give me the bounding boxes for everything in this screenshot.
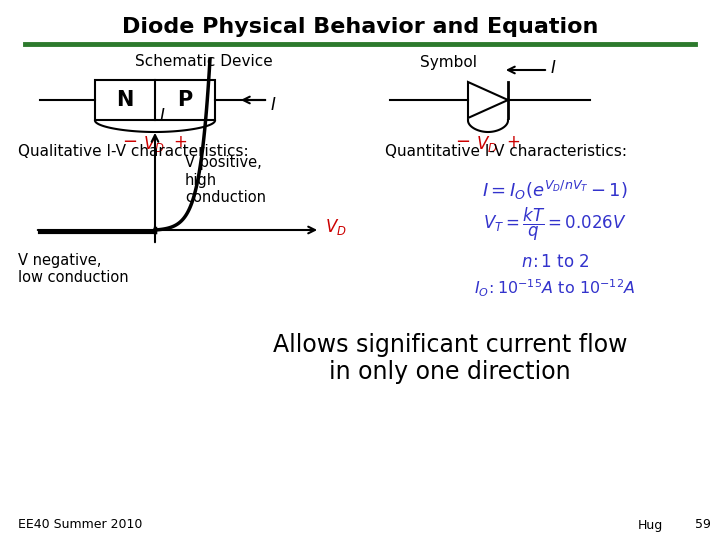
Text: $n\!: 1\ \mathrm{to}\ 2$: $n\!: 1\ \mathrm{to}\ 2$ [521,253,590,271]
Text: N: N [117,90,134,110]
Text: Hug: Hug [638,518,663,531]
Text: $I_O\!: 10^{-15}A\ \mathrm{to}\ 10^{-12}A$: $I_O\!: 10^{-15}A\ \mathrm{to}\ 10^{-12}… [474,278,636,299]
Text: I: I [160,107,165,125]
Text: Quantitative I-V characteristics:: Quantitative I-V characteristics: [385,145,627,159]
Text: V positive,: V positive, [185,154,262,170]
Text: −: − [122,133,138,151]
Text: Symbol: Symbol [420,55,477,70]
Text: in only one direction: in only one direction [329,360,571,384]
Text: $I = I_O(e^{V_D/nV_T} - 1)$: $I = I_O(e^{V_D/nV_T} - 1)$ [482,178,628,201]
Text: 59: 59 [695,518,711,531]
Text: I: I [551,59,556,77]
Text: $V_T = \dfrac{kT}{q} = 0.026V$: $V_T = \dfrac{kT}{q} = 0.026V$ [483,205,627,242]
Text: V negative,: V negative, [18,253,102,267]
Text: −: − [456,133,471,151]
Text: I: I [271,96,276,114]
Text: +: + [173,133,187,151]
Text: +: + [506,133,520,151]
Text: EE40 Summer 2010: EE40 Summer 2010 [18,518,143,531]
Text: $V_D$: $V_D$ [325,217,347,237]
Bar [95,80,215,120]
Text: high: high [185,172,217,187]
Text: conduction: conduction [185,191,266,206]
Text: $V_D$: $V_D$ [143,134,165,154]
Text: Schematic Device: Schematic Device [135,55,273,70]
Text: P: P [177,90,193,110]
Text: $V_D$: $V_D$ [476,134,498,154]
Text: Allows significant current flow: Allows significant current flow [273,333,627,357]
Text: low conduction: low conduction [18,271,129,286]
Text: Diode Physical Behavior and Equation: Diode Physical Behavior and Equation [122,17,598,37]
Text: Qualitative I-V characteristics:: Qualitative I-V characteristics: [18,145,248,159]
